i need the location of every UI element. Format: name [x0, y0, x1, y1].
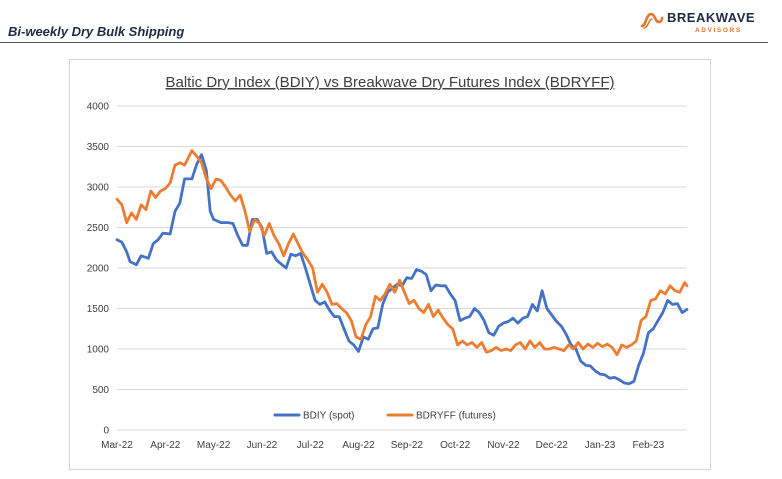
wave-logo-icon: [640, 12, 664, 29]
x-tick-label: Sep-22: [391, 440, 424, 451]
logo-name: BREAKWAVE: [667, 10, 756, 25]
y-tick-label: 3500: [87, 142, 110, 153]
header-divider: [0, 42, 768, 43]
chart-legend: BDIY (spot) BDRYFF (futures): [273, 411, 496, 422]
x-tick-label: Jan-23: [585, 440, 616, 451]
legend-label: BDRYFF (futures): [416, 411, 496, 422]
y-tick-label: 500: [92, 385, 109, 396]
chart-title: Baltic Dry Index (BDIY) vs Breakwave Dry…: [165, 74, 614, 91]
x-tick-label: Dec-22: [536, 440, 569, 451]
legend-label: BDIY (spot): [303, 411, 355, 422]
line-chart: Baltic Dry Index (BDIY) vs Breakwave Dry…: [87, 74, 689, 451]
x-tick-label: Feb-23: [633, 440, 665, 451]
x-tick-label: Jun-22: [247, 440, 278, 451]
report-title: Bi-weekly Dry Bulk Shipping: [8, 24, 185, 39]
y-tick-label: 1000: [87, 345, 110, 356]
y-tick-label: 2000: [87, 264, 110, 275]
x-tick-label: Apr-22: [150, 440, 180, 451]
chart-frame: Baltic Dry Index (BDIY) vs Breakwave Dry…: [69, 59, 711, 470]
x-tick-label: Oct-22: [440, 440, 470, 451]
series-lines: [115, 149, 689, 386]
y-tick-label: 0: [103, 426, 109, 437]
logo-subtitle: ADVISORS: [695, 27, 742, 34]
x-tick-label: Aug-22: [342, 440, 375, 451]
x-tick-label: May-22: [197, 440, 231, 451]
report-header: Bi-weekly Dry Bulk Shipping BREAKWAVE AD…: [0, 0, 782, 44]
x-axis-ticks: Mar-22 Apr-22 May-22 Jun-22 Jul-22 Aug-22 Sep-…: [101, 440, 664, 451]
x-tick-label: Nov-22: [487, 440, 520, 451]
x-tick-label: Mar-22: [101, 440, 133, 451]
breakwave-logo: BREAKWAVE ADVISORS: [640, 8, 775, 38]
y-tick-label: 3000: [87, 183, 110, 194]
y-axis-ticks: 0 500 1000 1500 2000 2500 3000 3500 4000: [87, 102, 110, 437]
y-tick-label: 2500: [87, 223, 110, 234]
series-line-bdryff: [115, 149, 689, 357]
y-tick-label: 1500: [87, 304, 110, 315]
y-tick-label: 4000: [87, 102, 110, 113]
series-line-bdiy: [115, 153, 689, 386]
x-tick-label: Jul-22: [297, 440, 325, 451]
